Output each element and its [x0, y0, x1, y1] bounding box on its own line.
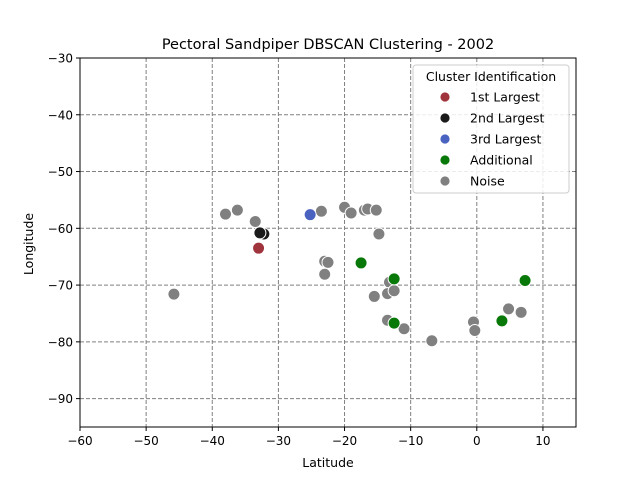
point-1st-largest: [252, 241, 266, 255]
legend-label-1st-largest: 1st Largest: [470, 90, 540, 105]
point-noise: [468, 323, 482, 337]
legend-marker-2nd-largest: [439, 112, 451, 124]
point-noise: [425, 334, 439, 348]
point-additional: [354, 256, 368, 270]
point-noise: [367, 289, 381, 303]
x-tick-label: 10: [535, 434, 550, 448]
legend-label-3rd-largest: 3rd Largest: [470, 132, 541, 147]
legend: Cluster Identification 1st Largest 2nd La…: [412, 64, 570, 194]
point-noise: [369, 203, 383, 217]
legend-marker-1st-largest: [439, 91, 451, 103]
x-axis-label: Latitude: [302, 455, 354, 470]
point-additional: [387, 272, 401, 286]
y-tick-label: −30: [48, 52, 73, 66]
point-noise: [318, 267, 332, 281]
legend-entries: 1st Largest 2nd Largest 3rd Largest Additio…: [439, 90, 544, 189]
y-tick-label: −60: [48, 222, 73, 236]
legend-marker-noise: [439, 175, 451, 187]
data-points: [167, 200, 532, 348]
legend-label-2nd-largest: 2nd Largest: [470, 111, 544, 126]
legend-marker-3rd-largest: [439, 133, 451, 145]
y-tick-label: −70: [48, 279, 73, 293]
point-noise: [344, 206, 358, 220]
plot-area-frame: [79, 57, 577, 428]
x-tick-label: 0: [473, 434, 481, 448]
y-tick-label: −80: [48, 335, 73, 349]
legend-box: [412, 64, 570, 194]
legend-label-noise: Noise: [470, 174, 505, 189]
point-noise: [167, 287, 181, 301]
point-additional: [387, 316, 401, 330]
x-tick-label: −20: [332, 434, 357, 448]
point-noise: [502, 302, 516, 316]
y-tick-label: −90: [48, 392, 73, 406]
x-tick-label: −30: [266, 434, 291, 448]
point-noise: [397, 322, 411, 336]
y-axis-label: Longitude: [21, 213, 36, 275]
point-noise: [372, 227, 386, 241]
point-noise: [387, 284, 401, 298]
point-noise: [248, 214, 262, 228]
point-noise: [218, 207, 232, 221]
point-additional: [495, 314, 509, 328]
legend-marker-additional: [439, 154, 451, 166]
legend-title: Cluster Identification: [426, 69, 556, 84]
y-tick-label: −50: [48, 165, 73, 179]
point-noise: [230, 203, 244, 217]
chart-title: Pectoral Sandpiper DBSCAN Clustering - 2…: [162, 37, 494, 53]
x-tick-label: −50: [133, 434, 158, 448]
y-tick-label: −40: [48, 108, 73, 122]
point-noise: [314, 204, 328, 218]
point-noise: [514, 305, 528, 319]
point-3rd-largest: [303, 208, 317, 222]
legend-label-additional: Additional: [470, 153, 533, 168]
point-additional: [518, 274, 532, 288]
x-tick-label: −40: [200, 434, 225, 448]
grid: [79, 57, 576, 427]
point-noise: [321, 255, 335, 269]
axis-ticks: −60 −50 −40 −30 −20 −10 0 10 −90 −80 −70 −60 −50 −40 −…: [48, 52, 551, 449]
x-tick-label: −10: [398, 434, 423, 448]
point-2nd-largest: [253, 226, 267, 240]
x-tick-label: −60: [67, 434, 92, 448]
